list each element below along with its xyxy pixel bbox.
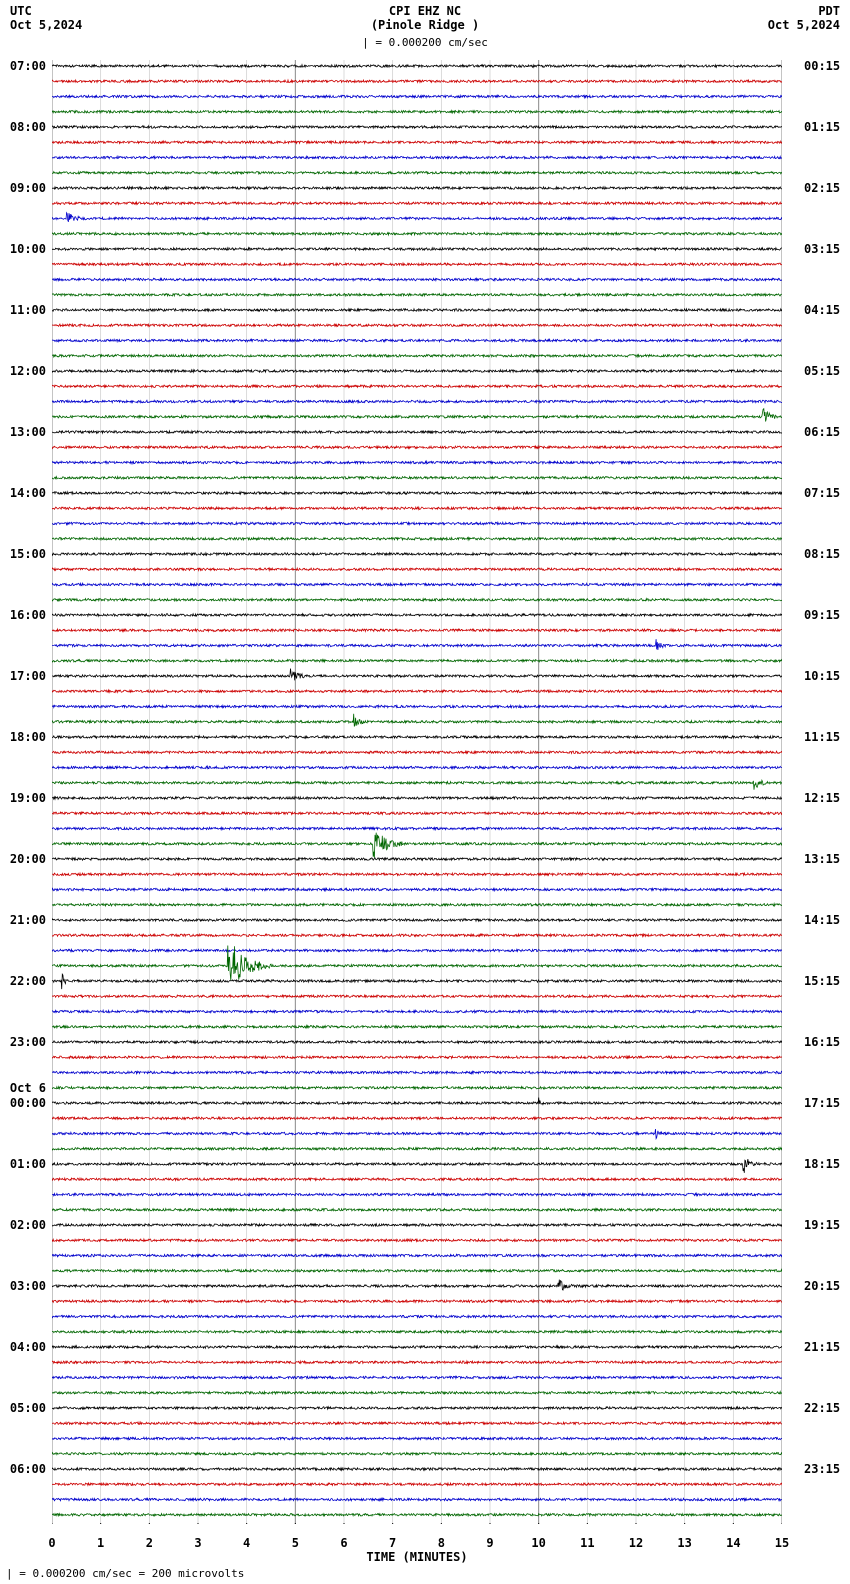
header-date-right: Oct 5,2024 bbox=[768, 18, 840, 32]
seismogram-plot bbox=[52, 60, 782, 1524]
x-tick-label: 13 bbox=[677, 1536, 691, 1550]
left-time-label: 05:00 bbox=[10, 1401, 46, 1415]
header-station: CPI EHZ NC bbox=[0, 4, 850, 18]
right-time-label: 01:15 bbox=[804, 120, 840, 134]
left-time-label: 22:00 bbox=[10, 974, 46, 988]
left-time-label: 13:00 bbox=[10, 425, 46, 439]
left-time-label: 04:00 bbox=[10, 1340, 46, 1354]
left-time-label: Oct 6 bbox=[10, 1081, 46, 1095]
x-tick-label: 1 bbox=[97, 1536, 104, 1550]
left-time-label: 07:00 bbox=[10, 59, 46, 73]
header-tz-right: PDT bbox=[818, 4, 840, 18]
left-time-label: 20:00 bbox=[10, 852, 46, 866]
right-time-label: 09:15 bbox=[804, 608, 840, 622]
right-time-label: 14:15 bbox=[804, 913, 840, 927]
right-time-label: 19:15 bbox=[804, 1218, 840, 1232]
right-time-label: 17:15 bbox=[804, 1096, 840, 1110]
left-time-label: 14:00 bbox=[10, 486, 46, 500]
right-time-label: 08:15 bbox=[804, 547, 840, 561]
x-tick-label: 15 bbox=[775, 1536, 789, 1550]
x-tick-label: 9 bbox=[486, 1536, 493, 1550]
x-tick-label: 10 bbox=[531, 1536, 545, 1550]
x-tick-label: 11 bbox=[580, 1536, 594, 1550]
right-time-label: 06:15 bbox=[804, 425, 840, 439]
x-tick-label: 5 bbox=[292, 1536, 299, 1550]
right-time-label: 15:15 bbox=[804, 974, 840, 988]
right-time-label: 03:15 bbox=[804, 242, 840, 256]
x-tick-label: 4 bbox=[243, 1536, 250, 1550]
x-tick-label: 2 bbox=[146, 1536, 153, 1550]
right-time-label: 23:15 bbox=[804, 1462, 840, 1476]
x-axis: TIME (MINUTES) 0123456789101112131415 bbox=[52, 1524, 782, 1564]
x-tick-label: 12 bbox=[629, 1536, 643, 1550]
right-time-label: 11:15 bbox=[804, 730, 840, 744]
left-time-label: 15:00 bbox=[10, 547, 46, 561]
right-time-label: 20:15 bbox=[804, 1279, 840, 1293]
left-time-label: 12:00 bbox=[10, 364, 46, 378]
x-tick-label: 6 bbox=[340, 1536, 347, 1550]
right-time-label: 04:15 bbox=[804, 303, 840, 317]
left-time-label: 16:00 bbox=[10, 608, 46, 622]
left-time-label: 18:00 bbox=[10, 730, 46, 744]
left-time-label: 06:00 bbox=[10, 1462, 46, 1476]
right-time-label: 05:15 bbox=[804, 364, 840, 378]
right-time-labels: 00:15 01:15 02:15 03:15 04:15 05:15 06:15 07:15… bbox=[800, 60, 850, 1524]
left-time-label: 02:00 bbox=[10, 1218, 46, 1232]
seismogram-container: UTC Oct 5,2024 CPI EHZ NC (Pinole Ridge … bbox=[0, 0, 850, 1584]
right-time-label: 00:15 bbox=[804, 59, 840, 73]
left-time-label: 11:00 bbox=[10, 303, 46, 317]
right-time-label: 16:15 bbox=[804, 1035, 840, 1049]
left-time-label: 09:00 bbox=[10, 181, 46, 195]
right-time-label: 21:15 bbox=[804, 1340, 840, 1354]
left-time-label: 21:00 bbox=[10, 913, 46, 927]
x-tick-label: 14 bbox=[726, 1536, 740, 1550]
right-time-label: 13:15 bbox=[804, 852, 840, 866]
right-time-label: 10:15 bbox=[804, 669, 840, 683]
left-time-label: 19:00 bbox=[10, 791, 46, 805]
x-tick-label: 8 bbox=[438, 1536, 445, 1550]
right-time-label: 07:15 bbox=[804, 486, 840, 500]
left-time-label: 01:00 bbox=[10, 1157, 46, 1171]
left-time-label: 23:00 bbox=[10, 1035, 46, 1049]
header-scale: | = 0.000200 cm/sec bbox=[0, 36, 850, 49]
left-time-label: 03:00 bbox=[10, 1279, 46, 1293]
header-location: (Pinole Ridge ) bbox=[0, 18, 850, 32]
left-time-label: 17:00 bbox=[10, 669, 46, 683]
x-tick-label: 0 bbox=[48, 1536, 55, 1550]
left-time-label: 10:00 bbox=[10, 242, 46, 256]
right-time-label: 22:15 bbox=[804, 1401, 840, 1415]
right-time-label: 02:15 bbox=[804, 181, 840, 195]
left-time-label: 08:00 bbox=[10, 120, 46, 134]
right-time-label: 18:15 bbox=[804, 1157, 840, 1171]
right-time-label: 12:15 bbox=[804, 791, 840, 805]
x-tick-label: 7 bbox=[389, 1536, 396, 1550]
left-time-labels: 07:00 08:00 09:00 10:00 11:00 12:00 13:00 14:00… bbox=[0, 60, 50, 1524]
x-axis-title: TIME (MINUTES) bbox=[52, 1550, 782, 1564]
x-tick-label: 3 bbox=[194, 1536, 201, 1550]
footer-scale: | = 0.000200 cm/sec = 200 microvolts bbox=[6, 1567, 244, 1580]
left-time-label: 00:00 bbox=[10, 1096, 46, 1110]
